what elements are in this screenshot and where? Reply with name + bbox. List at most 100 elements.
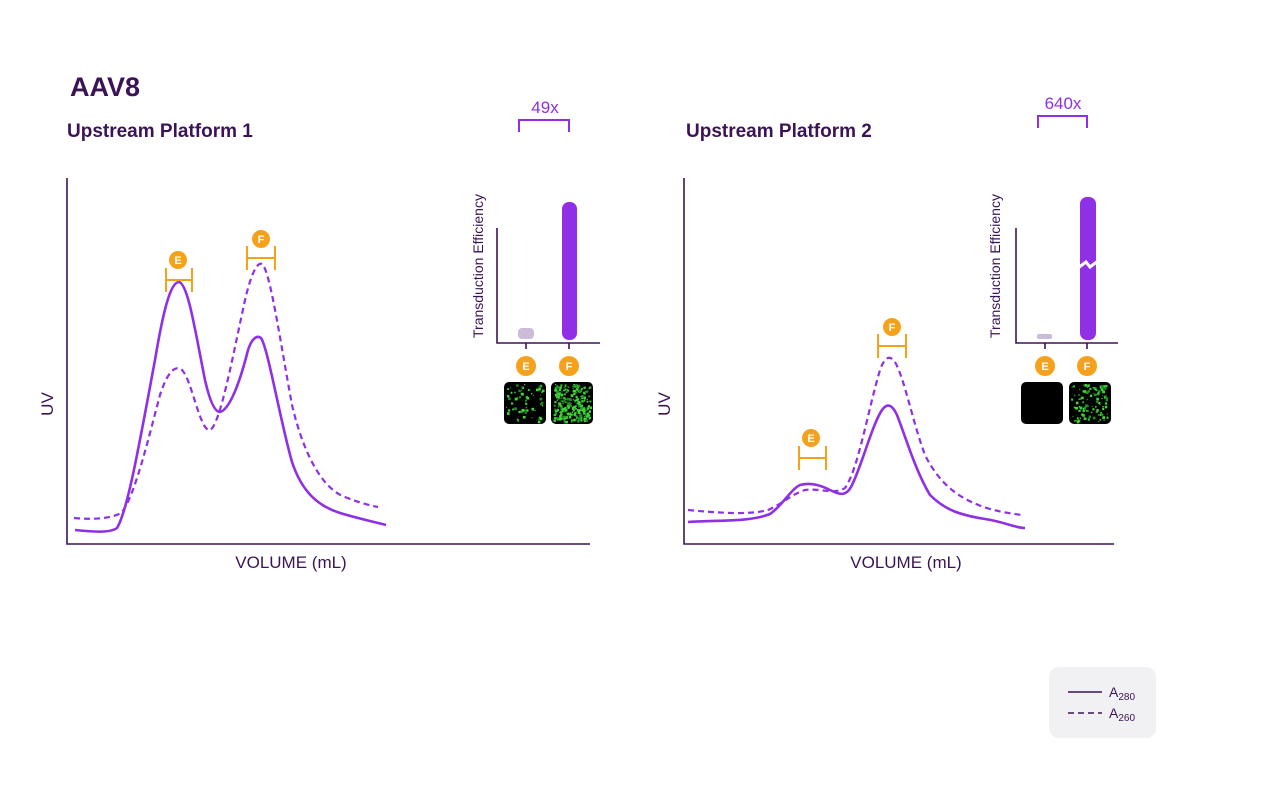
cell-dot (577, 411, 581, 414)
cell-dot (521, 386, 524, 388)
cell-dot (556, 390, 559, 393)
cell-dot (554, 412, 558, 415)
cell-dot (553, 419, 557, 422)
cell-dot (586, 398, 588, 401)
cell-dot (556, 416, 559, 420)
peak-badge (802, 429, 820, 447)
cell-dot (564, 385, 567, 387)
cell-dot (1094, 393, 1097, 397)
panel: Upstream Platform 2 VOLUME (mL) UV E F 6… (655, 94, 1118, 572)
legend-subscript: 260 (1118, 713, 1135, 724)
cell-dot (576, 398, 580, 401)
cell-dot (1082, 414, 1085, 417)
cell-dot (562, 415, 566, 419)
cell-dot (539, 397, 543, 401)
cell-dot (1099, 403, 1101, 405)
cell-dot (1096, 400, 1099, 404)
cell-dot (563, 400, 566, 403)
micrograph (504, 382, 546, 424)
cell-dot (518, 396, 522, 399)
legend-text: A (1109, 684, 1119, 700)
cell-dot (589, 386, 592, 389)
a280-curve (74, 280, 387, 533)
cell-dot (572, 387, 574, 390)
cell-dot (1088, 415, 1092, 419)
cell-dot (521, 389, 523, 391)
cell-dot (537, 420, 541, 424)
cell-dot (1106, 397, 1109, 400)
cell-dot (1079, 417, 1081, 419)
cell-dot (556, 399, 558, 401)
cell-dot (506, 395, 510, 398)
cell-dot (565, 409, 568, 412)
cell-dot (1084, 384, 1088, 387)
cell-dot (1095, 389, 1098, 392)
cell-dot (541, 404, 544, 407)
cell-dot (583, 407, 586, 410)
cell-dot (561, 400, 564, 402)
cell-dot (521, 408, 525, 412)
peak-badge (883, 318, 901, 336)
cell-dot (587, 414, 590, 417)
cell-dot (525, 406, 528, 409)
peak-badge (252, 230, 270, 248)
fold-bracket (518, 119, 570, 132)
cell-dot (558, 402, 561, 405)
cell-dot (583, 396, 587, 400)
cell-dot (564, 388, 567, 391)
cell-dot (586, 390, 589, 393)
cell-dot (1102, 407, 1105, 411)
cell-dot (560, 405, 563, 409)
cell-dot (1089, 394, 1093, 397)
cell-dot (1082, 409, 1085, 413)
cell-dot (514, 407, 517, 411)
category-label: F (566, 361, 573, 373)
cell-dot (531, 417, 533, 419)
cell-dot (511, 402, 514, 405)
cell-dot (579, 402, 582, 404)
cell-dot (1088, 384, 1090, 387)
cell-dot (573, 413, 576, 416)
cell-dot (565, 420, 568, 424)
cell-dot (557, 398, 559, 401)
cell-dot (567, 402, 570, 405)
cell-dot (567, 389, 570, 392)
cell-dot (1098, 421, 1100, 423)
cell-dot (573, 405, 576, 409)
cell-dot (564, 401, 567, 404)
fold-change: 49x (531, 98, 559, 117)
cell-dot (576, 385, 579, 388)
cell-dot (560, 385, 562, 387)
cell-dot (572, 399, 575, 401)
cell-dot (1087, 410, 1090, 412)
cell-dot (554, 414, 557, 416)
cell-dot (587, 405, 591, 408)
cell-dot (1087, 405, 1089, 407)
cell-dot (583, 417, 586, 420)
cell-dot (577, 386, 580, 389)
cell-dot (525, 402, 528, 405)
cell-dot (1076, 420, 1080, 424)
cell-dot (540, 401, 544, 405)
micrograph (551, 382, 593, 424)
peak-bracket (877, 334, 907, 358)
cell-dot (563, 419, 566, 422)
cell-dot (516, 418, 519, 421)
peak-label: F (889, 322, 896, 334)
fold-bracket (1037, 115, 1088, 128)
cell-dot (567, 413, 569, 416)
cell-dot (566, 416, 568, 418)
cell-dot (1099, 418, 1102, 421)
cell-dot (554, 388, 558, 392)
cell-dot (516, 397, 519, 400)
cell-dot (560, 405, 563, 407)
cell-dot (1094, 388, 1097, 391)
cell-dot (514, 391, 516, 394)
cell-dot (581, 397, 584, 400)
cell-dot (560, 393, 564, 397)
cell-dot (568, 416, 572, 419)
cell-dot (554, 401, 557, 404)
cell-dot (576, 417, 579, 420)
cell-dot (1075, 401, 1079, 405)
cell-dot (554, 408, 557, 411)
